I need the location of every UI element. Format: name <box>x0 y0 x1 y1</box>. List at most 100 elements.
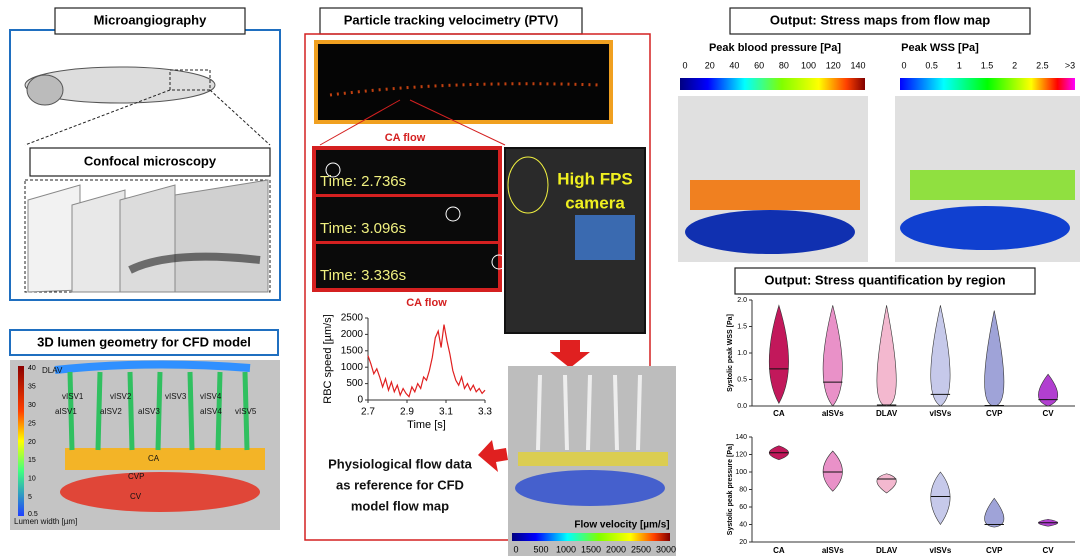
y-tick-label: 1500 <box>341 345 364 356</box>
panel-title: Confocal microscopy <box>84 153 217 168</box>
region-label: aISV3 <box>138 407 160 416</box>
x-tick-label: DLAV <box>876 546 898 555</box>
colorbar-tick-label: 100 <box>801 60 816 70</box>
x-tick-label: CA <box>773 409 785 418</box>
x-tick-label: CV <box>1043 546 1055 555</box>
colorbar-label: Peak blood pressure [Pa] <box>709 42 841 54</box>
y-axis-label: Systolic peak pressure [Pa] <box>727 444 734 535</box>
colorbar-label: Peak WSS [Pa] <box>901 42 979 54</box>
colorbar-tick-label: 15 <box>28 457 36 464</box>
y-axis-label: RBC speed [µm/s] <box>322 314 334 403</box>
x-tick-label: aISVs <box>822 409 844 418</box>
vessel-sketch <box>515 470 665 506</box>
panel-title: Output: Stress quantification by region <box>764 272 1005 287</box>
velocity-colorbar <box>512 533 670 541</box>
y-tick-label: 60 <box>739 504 747 511</box>
colorbar-tick-label: 0 <box>513 544 518 554</box>
y-tick-label: 0.5 <box>737 376 747 383</box>
colorbar-tick-label: 25 <box>28 420 36 427</box>
colorbar-tick-label: 20 <box>28 439 36 446</box>
violin <box>931 472 950 525</box>
region-label: aISV2 <box>100 407 122 416</box>
region-label: aISV4 <box>200 407 222 416</box>
violin <box>985 498 1004 527</box>
panel-title: Particle tracking velocimetry (PTV) <box>344 12 559 27</box>
vessel-sketch <box>685 210 855 254</box>
y-tick-label: 40 <box>739 521 747 528</box>
wss-colorbar <box>900 78 1075 90</box>
time-label: Time: 3.336s <box>320 267 406 284</box>
note-text: model flow map <box>351 498 449 513</box>
colorbar-tick-label: 0.5 <box>925 60 938 70</box>
ca-flow-label: CA flow <box>385 132 426 144</box>
colorbar-tick-label: 0 <box>682 60 687 70</box>
y-tick-label: 1000 <box>341 362 364 373</box>
page: { "microangiography": {"title": "Microan… <box>0 0 1087 560</box>
vessel-sketch <box>588 375 590 450</box>
region-label: CV <box>130 492 142 501</box>
colorbar-tick-label: 30 <box>28 402 36 409</box>
y-tick-label: 0 <box>357 395 363 406</box>
colorbar-tick-label: 20 <box>705 60 715 70</box>
colorbar-tick-label: 1500 <box>581 544 601 554</box>
region-label: CA <box>148 454 160 463</box>
vessel-sketch <box>65 448 265 470</box>
note-text: as reference for CFD <box>336 477 464 492</box>
colorbar-tick-label: 2000 <box>606 544 626 554</box>
time-label: Time: 3.096s <box>320 220 406 237</box>
note-text: Physiological flow data <box>328 456 473 471</box>
vessel-sketch <box>690 180 860 210</box>
y-tick-label: 2000 <box>341 329 364 340</box>
colorbar-label: Lumen width [µm] <box>14 517 77 526</box>
speed-line <box>368 325 485 397</box>
region-label: vISV2 <box>110 392 132 401</box>
vessel-sketch <box>565 375 567 450</box>
pressure-colorbar <box>680 78 865 90</box>
colorbar-tick-label: 120 <box>826 60 841 70</box>
colorbar-tick-label: 60 <box>754 60 764 70</box>
region-label: DLAV <box>42 366 63 375</box>
colorbar-tick-label: 1 <box>957 60 962 70</box>
zebrafish-head <box>27 75 63 105</box>
violin <box>931 305 950 406</box>
x-tick-label: 2.9 <box>400 407 414 418</box>
x-tick-label: CV <box>1043 409 1055 418</box>
chart-title: CA flow <box>406 297 447 309</box>
panel-title: 3D lumen geometry for CFD model <box>37 334 251 349</box>
y-tick-label: 1.5 <box>737 323 747 330</box>
violin <box>823 305 842 406</box>
region-label: vISV1 <box>62 392 84 401</box>
colorbar-tick-label: 140 <box>850 60 865 70</box>
colorbar-tick-label: 80 <box>779 60 789 70</box>
vessel-sketch <box>130 372 132 450</box>
x-tick-label: 2.7 <box>361 407 375 418</box>
colorbar-tick-label: 35 <box>28 383 36 390</box>
x-tick-label: CVP <box>986 409 1003 418</box>
camera-label: camera <box>565 193 625 212</box>
y-tick-label: 2.0 <box>737 297 747 304</box>
colorbar-tick-label: 3000 <box>656 544 676 554</box>
y-tick-label: 1.0 <box>737 350 747 357</box>
x-tick-label: CVP <box>986 546 1003 555</box>
x-tick-label: 3.1 <box>439 407 453 418</box>
x-axis-label: Time [s] <box>407 419 446 431</box>
y-tick-label: 120 <box>735 451 747 458</box>
colorbar-tick-label: 40 <box>729 60 739 70</box>
region-label: CVP <box>128 472 144 481</box>
y-axis-label: Systolic peak WSS [Pa] <box>727 314 734 392</box>
y-tick-label: 140 <box>735 434 747 441</box>
colorbar-tick-label: 0 <box>901 60 906 70</box>
arrow <box>478 440 508 472</box>
panel-title: Output: Stress maps from flow map <box>770 12 990 27</box>
microscopy-image <box>120 185 175 292</box>
colorbar-tick-label: 10 <box>28 476 36 483</box>
colorbar-label: Flow velocity [µm/s] <box>574 520 669 531</box>
colorbar-tick-label: >3 <box>1065 60 1075 70</box>
colorbar-tick-label: 500 <box>533 544 548 554</box>
y-tick-label: 80 <box>739 486 747 493</box>
violin <box>823 451 842 491</box>
arrow <box>550 340 590 368</box>
colorbar-tick-label: 2.5 <box>1036 60 1049 70</box>
